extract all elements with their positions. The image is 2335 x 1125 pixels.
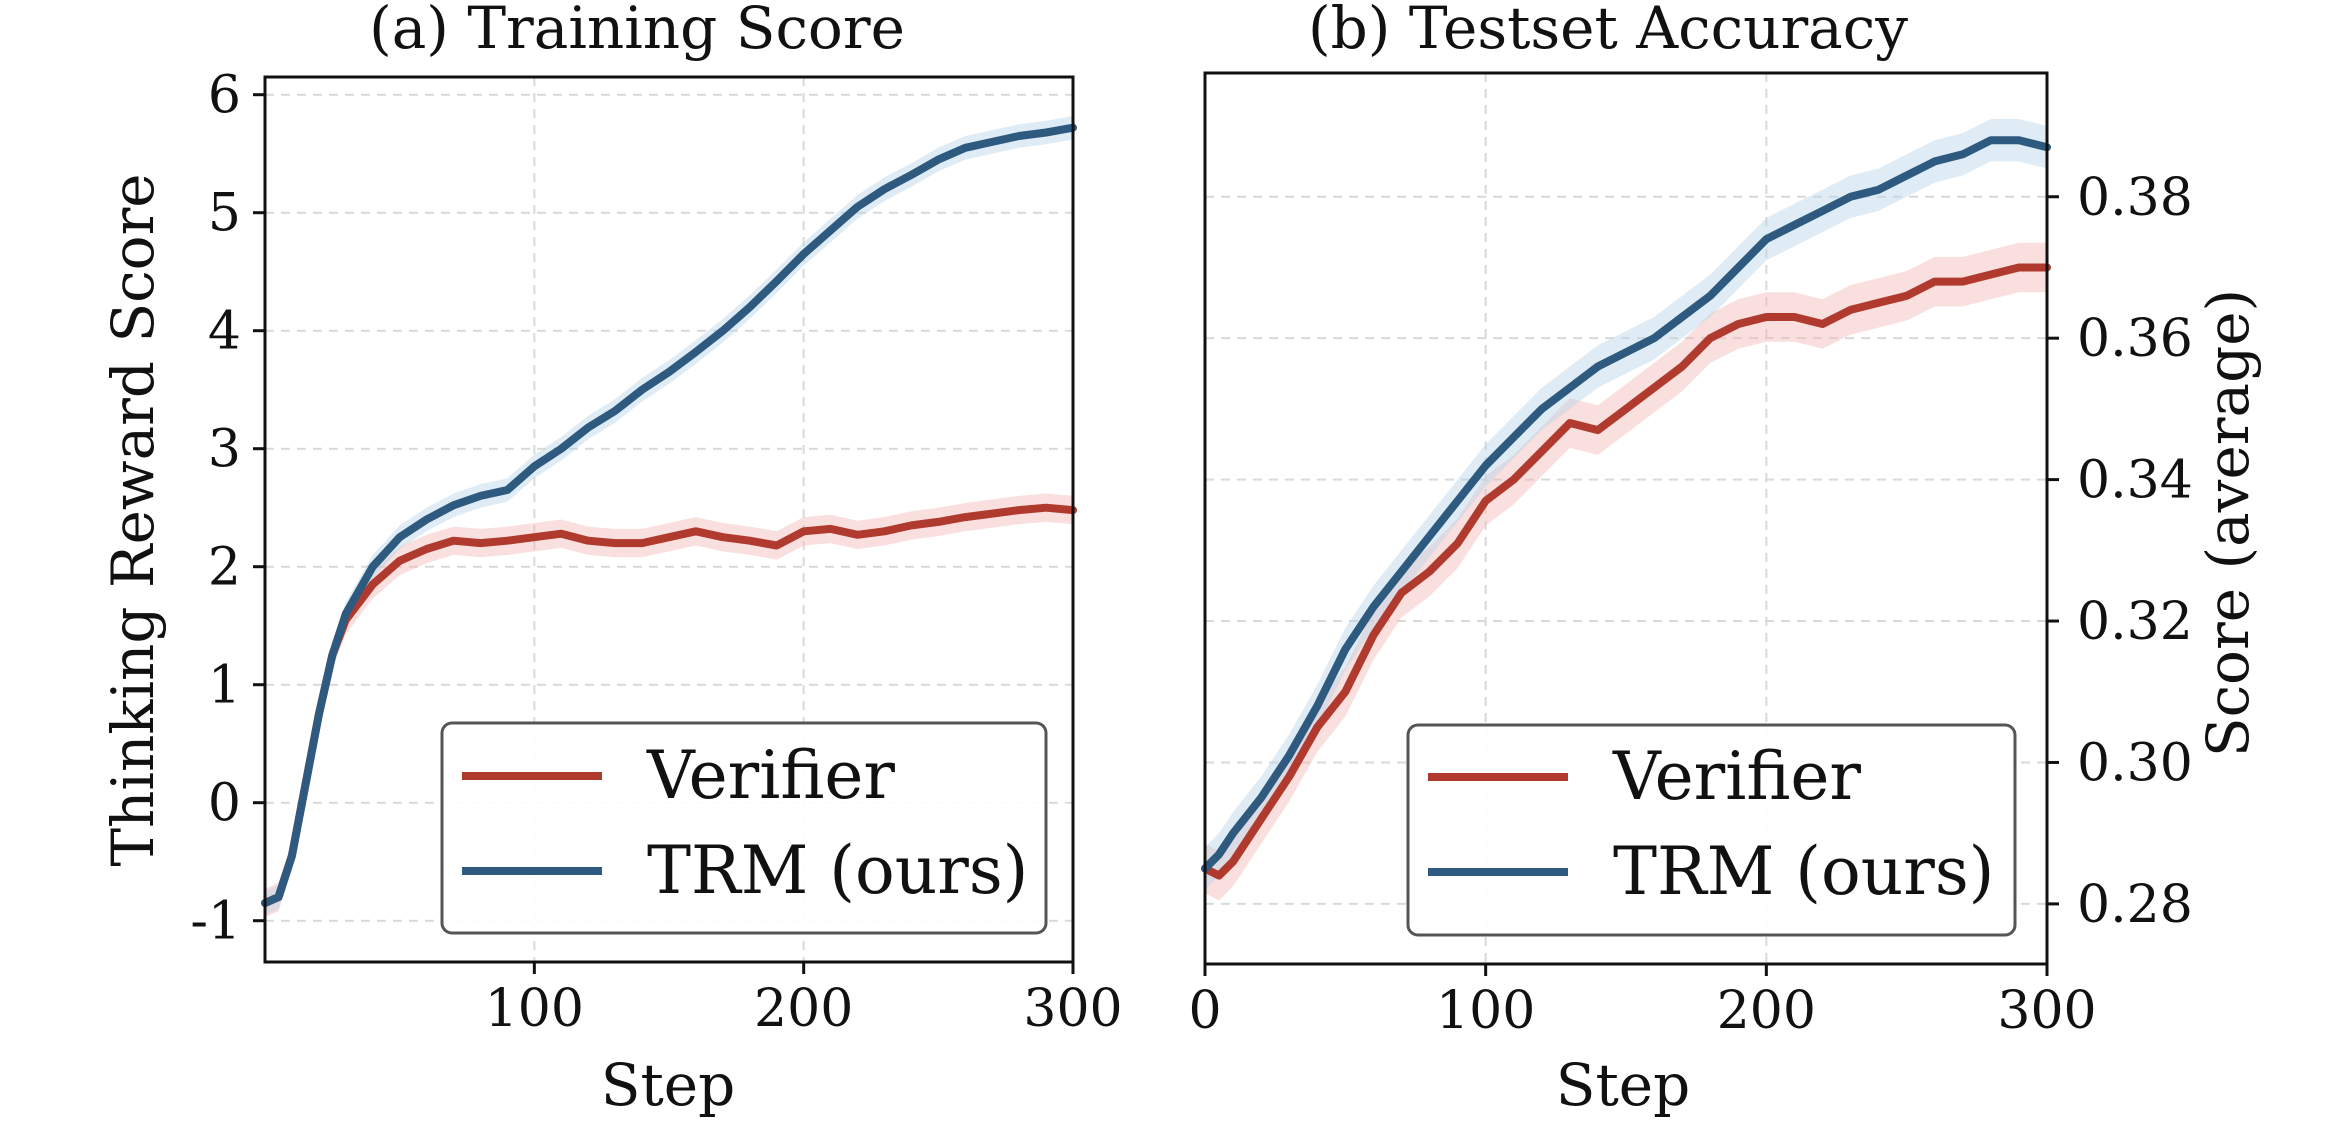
y-tick-label: 0.28 xyxy=(2077,875,2193,935)
y-tick-label: 0.32 xyxy=(2077,592,2193,652)
x-tick-label: 200 xyxy=(1717,981,1816,1041)
x-tick-label: 100 xyxy=(1436,981,1535,1041)
x-tick-label: 200 xyxy=(754,979,853,1039)
series-line-trm xyxy=(1201,136,2051,873)
y-tick-label: 2 xyxy=(208,538,241,598)
panel-a-ticks: 100 200 300 -1 0 1 2 3 4 5 6 xyxy=(190,66,1122,1039)
y-tick-label: 0.34 xyxy=(2077,451,2193,511)
panel-b-lines xyxy=(1201,136,2051,880)
legend-verifier-label: Verifier xyxy=(646,737,895,814)
panel-b-title: (b) Testset Accuracy xyxy=(1308,0,1908,62)
panel-training-score: (a) Training Score 100 200 300 -1 0 1 2 3 4 5 6 St… xyxy=(99,0,1123,1119)
legend-trm-label: TRM (ours) xyxy=(647,832,1028,909)
y-tick-label: 0.38 xyxy=(2077,168,2193,228)
y-tick-label: 0.30 xyxy=(2077,733,2193,793)
x-tick-label: 0 xyxy=(1188,981,1221,1041)
y-tick-label: 1 xyxy=(208,656,241,716)
y-tick-label: 5 xyxy=(208,184,241,244)
panel-b-xlabel: Step xyxy=(1556,1051,1691,1119)
panel-b-ylabel: Score (average) xyxy=(2194,289,2262,757)
panel-b-frame xyxy=(1203,71,2049,966)
y-tick-label: 6 xyxy=(208,66,241,126)
series-line-trm xyxy=(261,123,1077,907)
y-tick-label: 3 xyxy=(208,420,241,480)
x-tick-label: 100 xyxy=(485,979,584,1039)
series-line-verifier xyxy=(1201,263,2051,880)
panel-a-frame xyxy=(263,75,1075,964)
panel-a-xlabel: Step xyxy=(601,1051,736,1119)
legend-trm-label: TRM (ours) xyxy=(1613,833,1994,910)
x-tick-label: 300 xyxy=(1023,979,1122,1039)
panel-b-ticks: 0 100 200 300 0.28 0.30 0.32 0.34 0.36 0.38 xyxy=(1188,168,2192,1041)
y-tick-label: 0.36 xyxy=(2077,309,2193,369)
y-tick-label: 4 xyxy=(208,302,241,362)
legend-verifier-label: Verifier xyxy=(1612,738,1861,815)
panel-a-title: (a) Training Score xyxy=(369,0,905,62)
panel-a-lines xyxy=(261,123,1077,907)
panel-a-ylabel: Thinking Reward Score xyxy=(99,173,167,866)
panel-testset-accuracy: (b) Testset Accuracy 0 100 200 3000.280.300… xyxy=(1188,0,2262,1119)
x-tick-label: 300 xyxy=(1997,981,2096,1041)
panel-b-legend: Verifier TRM (ours) xyxy=(1406,723,2017,937)
panel-a-legend: Verifier TRM (ours) xyxy=(440,721,1048,935)
y-tick-label: 0 xyxy=(208,774,241,834)
y-tick-label: -1 xyxy=(190,892,241,952)
